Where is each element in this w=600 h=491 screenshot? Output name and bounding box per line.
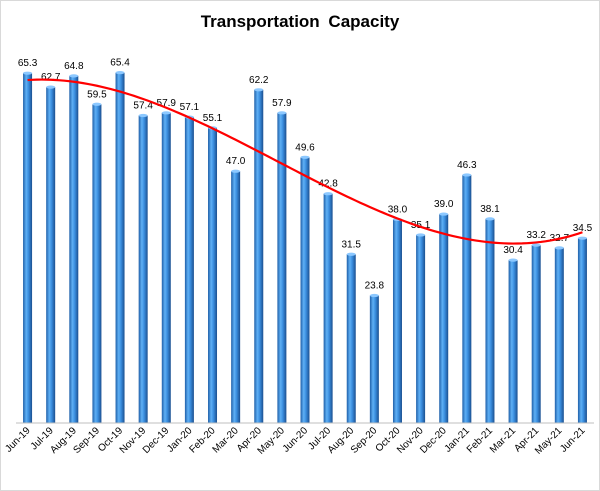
data-label-Dec-20: 39.0: [434, 199, 454, 210]
x-tick-label-Dec-19: Dec-19: [141, 425, 172, 456]
bar-cap-Sep-20: [369, 293, 379, 298]
bar-cap-Mar-21: [508, 258, 518, 262]
bar-Nov-19: [138, 115, 148, 423]
data-label-Nov-20: 35.1: [411, 220, 431, 231]
data-label-Mar-21: 30.4: [503, 245, 523, 256]
bar-cap-Apr-20: [254, 88, 264, 92]
data-label-Jun-20: 49.6: [295, 142, 315, 153]
bar-Oct-19: [115, 72, 125, 423]
bar-cap-Jun-20: [300, 155, 310, 159]
data-label-Jan-21: 46.3: [457, 160, 477, 171]
bar-cap-Jul-19: [46, 85, 56, 89]
data-label-Mar-20: 47.0: [226, 156, 246, 167]
data-label-Sep-19: 59.5: [87, 89, 107, 100]
bar-Jul-20: [323, 193, 333, 423]
bar-Nov-20: [416, 234, 426, 423]
x-tick-label-Sep-20: Sep-20: [349, 425, 380, 456]
bar-Feb-21: [485, 218, 495, 423]
data-label-May-20: 57.9: [272, 98, 292, 109]
data-label-Sep-20: 23.8: [365, 281, 385, 292]
bar-Aug-19: [69, 75, 79, 424]
bar-Jun-21: [577, 238, 587, 423]
bar-Mar-21: [508, 260, 518, 423]
data-label-Dec-19: 57.9: [157, 98, 177, 109]
bar-Oct-20: [392, 219, 402, 423]
bar-Apr-20: [254, 89, 264, 423]
bar-cap-Nov-19: [138, 113, 148, 118]
bar-cap-Mar-20: [231, 169, 241, 173]
trendline: [27, 78, 583, 245]
bar-Jul-19: [46, 87, 56, 424]
bar-Dec-19: [161, 112, 171, 423]
bar-May-20: [277, 112, 287, 423]
data-label-Feb-20: 55.1: [203, 113, 223, 124]
bar-Sep-19: [92, 104, 102, 423]
data-label-Jun-19: 65.3: [18, 58, 38, 69]
bar-May-21: [554, 247, 564, 423]
x-tick-label-Mar-21: Mar-21: [488, 425, 518, 455]
bar-Apr-21: [531, 245, 541, 423]
bar-cap-Aug-20: [346, 252, 356, 256]
bar-cap-Jun-19: [23, 71, 33, 75]
bar-cap-Jan-21: [462, 173, 472, 177]
bar-cap-Feb-21: [485, 217, 495, 221]
data-label-Apr-20: 62.2: [249, 75, 269, 86]
data-label-Jul-20: 42.8: [318, 179, 338, 190]
bar-Jun-19: [23, 73, 33, 424]
bar-Jan-20: [184, 117, 194, 424]
bar-cap-Oct-19: [115, 71, 125, 75]
data-label-Feb-21: 38.1: [480, 204, 500, 215]
bar-cap-Jun-21: [577, 236, 587, 240]
x-tick-label-Jun-19: Jun-19: [3, 425, 33, 455]
bar-Jan-21: [462, 174, 472, 423]
bar-Sep-20: [369, 295, 379, 423]
data-label-Oct-20: 38.0: [388, 204, 408, 215]
bar-cap-Apr-21: [531, 243, 541, 247]
bar-cap-Nov-20: [416, 233, 426, 237]
bar-Aug-20: [346, 254, 356, 423]
data-label-Aug-20: 31.5: [342, 239, 362, 250]
data-label-Aug-19: 64.8: [64, 61, 84, 72]
x-tick-label-Mar-20: Mar-20: [211, 425, 241, 455]
x-tick-label-Jun-21: Jun-21: [558, 425, 588, 455]
bar-cap-Jul-20: [323, 192, 333, 196]
data-label-Nov-19: 57.4: [133, 101, 153, 112]
x-tick-label-Jun-20: Jun-20: [281, 425, 311, 455]
chart-title: Transportation Capacity: [200, 12, 400, 31]
x-tick-label-Sep-19: Sep-19: [71, 425, 102, 456]
data-label-Jan-20: 57.1: [180, 102, 200, 113]
bar-cap-May-21: [554, 246, 564, 250]
data-label-Jul-19: 62.7: [41, 72, 61, 83]
data-label-Apr-21: 33.2: [526, 230, 546, 241]
bar-Feb-20: [208, 127, 218, 423]
data-label-Oct-19: 65.4: [110, 58, 130, 69]
bar-cap-May-20: [277, 111, 287, 115]
bar-Dec-20: [439, 214, 449, 423]
bar-cap-Aug-19: [69, 74, 79, 78]
bar-cap-Dec-19: [161, 111, 171, 115]
x-tick-label-Dec-20: Dec-20: [418, 425, 449, 456]
data-label-Jun-21: 34.5: [573, 223, 593, 234]
bar-Mar-20: [231, 171, 241, 423]
bar-Jun-20: [300, 157, 310, 424]
bar-cap-Sep-19: [92, 102, 102, 106]
bar-cap-Dec-20: [439, 212, 449, 216]
